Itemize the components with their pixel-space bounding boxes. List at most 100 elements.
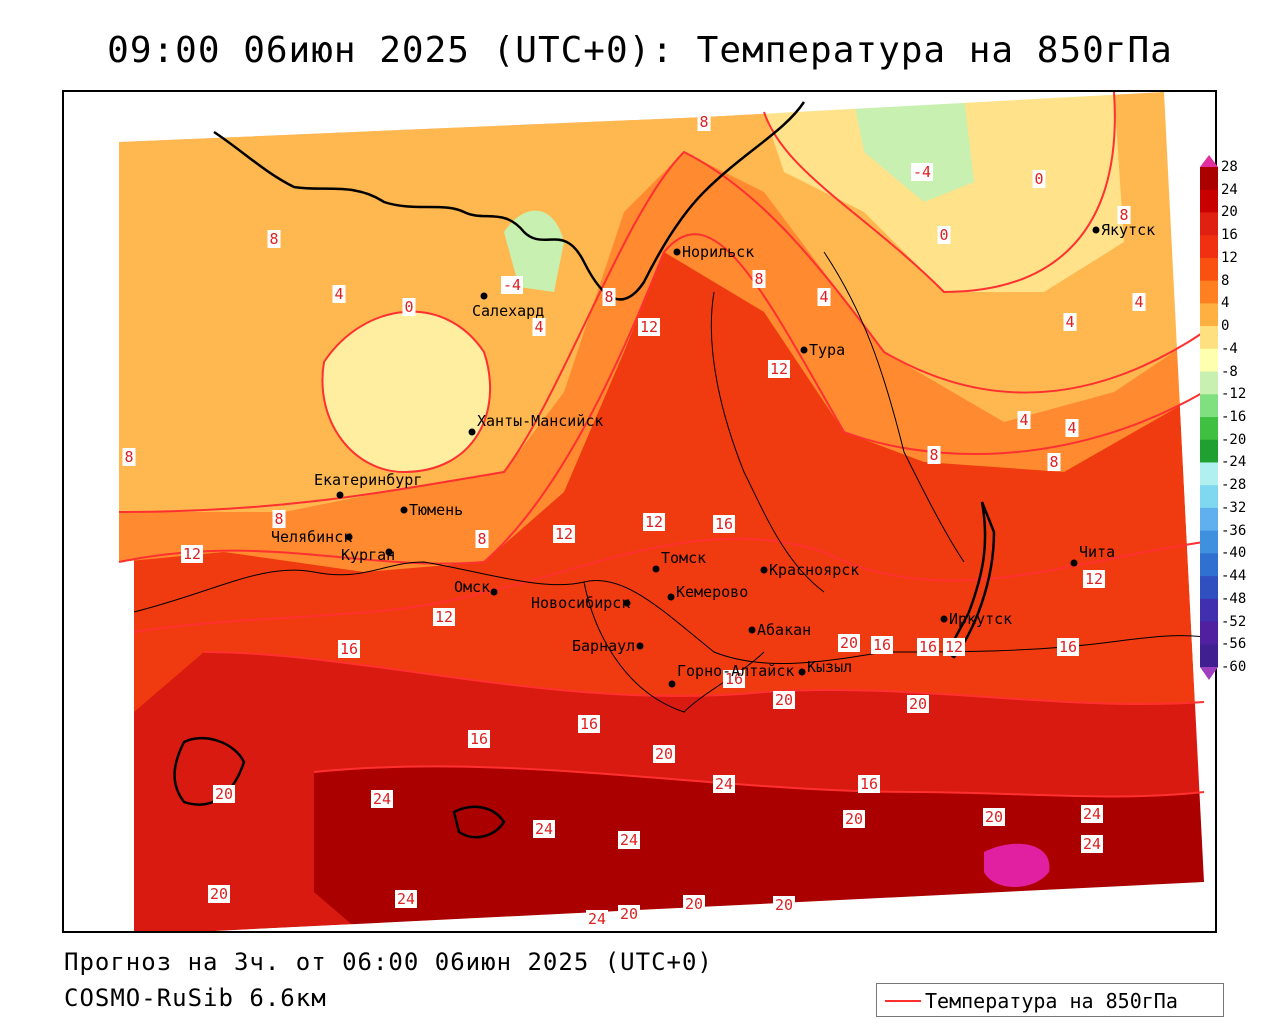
contour-label-box (683, 895, 705, 913)
contour-label-box (1083, 570, 1105, 588)
contour-label-box (907, 695, 929, 713)
contour-label: 4 (1019, 411, 1028, 429)
contour-label-box (1017, 411, 1031, 429)
contour-label-box (713, 515, 735, 533)
city-marker (490, 588, 498, 596)
contour-label-box (618, 831, 640, 849)
city-label: Новосибирск (531, 594, 630, 612)
city-label: Красноярск (769, 561, 859, 579)
city-label: Челябинск (271, 528, 352, 546)
contour-label: -4 (503, 276, 521, 294)
city-marker (480, 292, 488, 300)
contour-label: 8 (754, 270, 763, 288)
colorbar-tick-label: -60 (1221, 659, 1247, 675)
domain-mask-left (64, 92, 134, 931)
contour-label: 20 (909, 695, 927, 713)
colorbar-swatch (1200, 394, 1218, 418)
colorbar-swatch (1200, 280, 1218, 304)
contour-label-box (602, 288, 616, 306)
colorbar-swatch (1200, 212, 1218, 236)
city-label: Тюмень (409, 501, 463, 519)
contour-label: 8 (604, 288, 613, 306)
forecast-text: Прогноз на 3ч. от 06:00 06июн 2025 (UTC+… (64, 948, 713, 976)
colorbar-swatch (1200, 462, 1218, 486)
contour-label: 24 (715, 775, 733, 793)
contour-label: 20 (775, 896, 793, 914)
contour-label: 20 (215, 785, 233, 803)
contour-line (321, 310, 492, 474)
contour-label-box (371, 790, 393, 808)
contour-label: 24 (397, 890, 415, 908)
city-marker (940, 615, 948, 623)
contour-label: 12 (645, 513, 663, 531)
field-hot-spot (984, 843, 1050, 887)
map-title: 09:00 06июн 2025 (UTC+0): Температура на… (107, 30, 1173, 71)
city-label: Курган (341, 546, 395, 564)
colorbar-swatch (1200, 235, 1218, 259)
contour-label: 20 (845, 810, 863, 828)
contour-label-box (917, 638, 939, 656)
city-marker (400, 506, 408, 514)
contour-label: 12 (555, 525, 573, 543)
colorbar-swatch (1200, 644, 1218, 668)
city-label: Барнаул (572, 637, 635, 655)
colorbar-swatch (1200, 439, 1218, 463)
city-label: Норильск (682, 243, 754, 261)
contour-label-box (1081, 835, 1103, 853)
colorbar-swatch (1200, 553, 1218, 577)
contour-label-box (697, 113, 711, 131)
colorbar-tick-label: 0 (1221, 318, 1230, 335)
contour-label-box (752, 270, 766, 288)
city-label: Абакан (757, 621, 811, 639)
contour-label-box (468, 730, 490, 748)
city-label: Ханты-Мансийск (477, 412, 603, 430)
contour-label: 20 (840, 634, 858, 652)
contour-label: 8 (269, 230, 278, 248)
cities: Норильск Якутск Салехард Тура Ханты-Мансийск… (271, 221, 1155, 688)
city-marker (336, 491, 344, 499)
border-line (133, 561, 1205, 665)
colorbar-swatch (1200, 167, 1218, 191)
legend: Температура на 850гПа (876, 983, 1224, 1017)
domain-mask-bottom (214, 882, 1215, 931)
contour-label-box (533, 820, 555, 838)
contour-label-box (643, 513, 665, 531)
colorbar-swatch (1200, 576, 1218, 600)
colorbar-tick-label: -16 (1221, 409, 1247, 425)
city-label: Кызыл (807, 658, 852, 676)
contour-label-box (858, 775, 880, 793)
colorbar-tick-label: 16 (1221, 227, 1238, 244)
city-marker (468, 428, 476, 436)
contour-label: 12 (945, 638, 963, 656)
contour-label-box (653, 745, 675, 763)
contour-label: 12 (1085, 570, 1103, 588)
contour-label-box (338, 640, 360, 658)
contour-label-box (208, 885, 230, 903)
colorbar-tick-label: -20 (1221, 431, 1247, 448)
contour-label-box (817, 288, 831, 306)
contour-label: 16 (725, 670, 743, 688)
contour-label: 16 (919, 638, 937, 656)
contour-label-box (1057, 638, 1079, 656)
colorbar-tick-label: -40 (1221, 545, 1247, 562)
contour-label: 0 (404, 298, 413, 316)
colorbar-swatch (1200, 371, 1218, 395)
contour-label: 24 (620, 831, 638, 849)
colorbar-tick-label: -28 (1221, 477, 1247, 494)
colorbar-swatch (1200, 507, 1218, 532)
city-marker (668, 680, 676, 688)
colorbar-tick-label: -32 (1221, 499, 1247, 516)
colorbar-tick-label: -36 (1221, 522, 1247, 539)
contour-label: 24 (535, 820, 553, 838)
contour-label-box (713, 775, 735, 793)
city-marker (1070, 559, 1078, 567)
contour-label-box (586, 910, 608, 928)
contour-label: 4 (1067, 419, 1076, 437)
colorbar-swatch (1200, 257, 1218, 282)
contour-label-box (1117, 206, 1131, 224)
contour-label: 24 (588, 910, 606, 928)
city-marker (652, 565, 660, 573)
colorbar (1200, 155, 1218, 680)
colorbar-swatch (1200, 485, 1218, 509)
contour-label-box (433, 608, 455, 626)
